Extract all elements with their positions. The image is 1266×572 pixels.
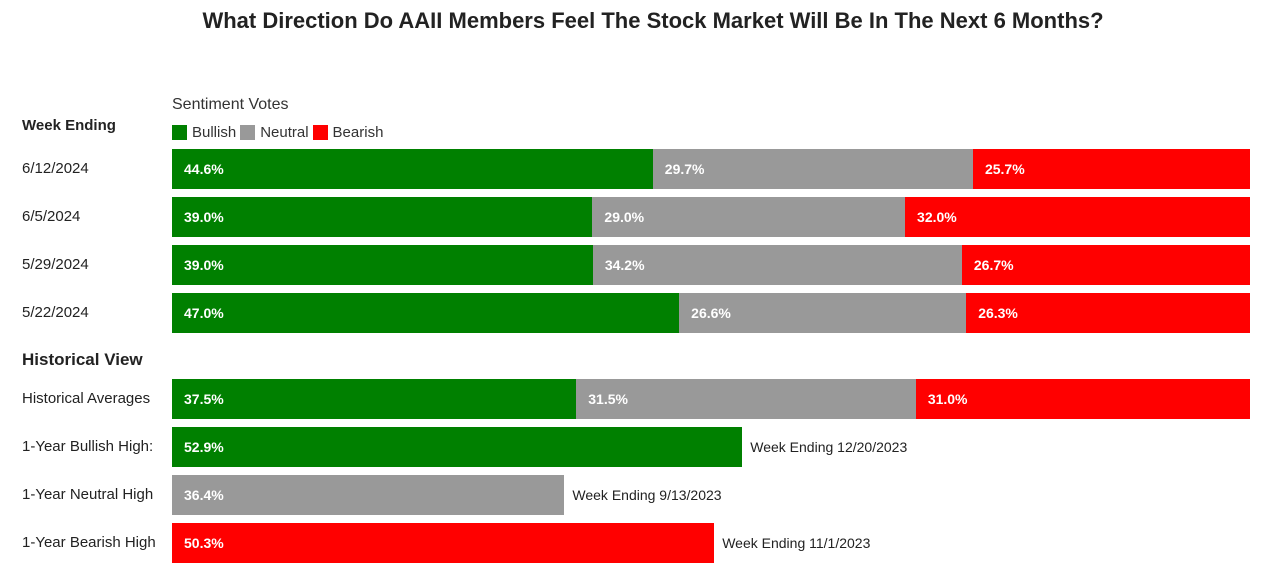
week-row-2-bar-neutral (592, 197, 906, 237)
week-row-1-bar-bearish (972, 149, 1250, 189)
historical-averages-row-value-neutral: 31.5% (588, 391, 628, 407)
historical-averages-row-bar-bearish (915, 379, 1250, 419)
high-row-bullish-bar (172, 427, 743, 467)
week-row-3-bar-bearish (961, 245, 1250, 285)
week-row-3-value-neutral: 34.2% (604, 257, 645, 273)
legend-label-bearish: Bearish (332, 124, 384, 141)
legend-swatch-neutral (240, 125, 256, 140)
high-row-bearish-bar (172, 523, 715, 563)
week-row-2-value-bullish: 39.0% (184, 209, 224, 225)
week-row-1-bar-neutral (652, 149, 973, 189)
high-row-neutral-value: 36.4% (184, 487, 224, 503)
high-row-neutral-label: 1-Year Neutral High (22, 486, 154, 503)
week-row-3-bar-bullish (172, 245, 593, 285)
week-row-2-value-bearish: 32.0% (917, 209, 957, 225)
historical-averages-row-value-bearish: 31.0% (927, 391, 968, 407)
week-row-4-bar-neutral (679, 293, 967, 333)
week-row-4-bar-bearish (966, 293, 1250, 333)
high-row-bearish-label: 1-Year Bearish High (22, 534, 156, 551)
historical-view-header: Historical View (22, 350, 143, 369)
week-row-1-value-bullish: 44.6% (184, 161, 224, 177)
legend-label-bullish: Bullish (192, 124, 237, 141)
week-row-2-bar-bearish (905, 197, 1250, 237)
historical-averages-row-value-bullish: 37.5% (184, 391, 224, 407)
legend-swatch-bearish (312, 125, 328, 140)
high-row-bearish-note: Week Ending 11/1/2023 (722, 535, 871, 551)
week-row-3-value-bearish: 26.7% (973, 257, 1014, 273)
week-row-2-bar-bullish (172, 197, 593, 237)
high-row-bullish-value: 52.9% (184, 439, 224, 455)
historical-averages-row-bar-bullish (172, 379, 577, 419)
week-row-3-value-bullish: 39.0% (184, 257, 224, 273)
legend-item-bullish: Bullish (172, 124, 236, 141)
week-row-3-bar-neutral (592, 245, 962, 285)
week-ending-header: Week Ending (22, 117, 116, 134)
week-row-2-label: 6/5/2024 (22, 208, 81, 225)
legend-title: Sentiment Votes (172, 96, 289, 113)
high-row-neutral-bar (172, 475, 565, 515)
week-row-4-bar-bullish (172, 293, 680, 333)
week-row-3-label: 5/29/2024 (22, 256, 89, 273)
week-row-1-value-bearish: 25.7% (984, 161, 1025, 177)
week-row-1-value-neutral: 29.7% (664, 161, 705, 177)
week-row-4-value-neutral: 26.6% (691, 305, 731, 321)
high-row-bearish-value: 50.3% (184, 535, 224, 551)
high-row-neutral-note: Week Ending 9/13/2023 (572, 487, 722, 503)
week-row-4-value-bearish: 26.3% (978, 305, 1018, 321)
week-row-2-value-neutral: 29.0% (604, 209, 645, 225)
legend-item-bearish: Bearish (312, 124, 384, 141)
legend: Bullish Neutral Bearish (172, 124, 387, 141)
high-row-bullish-note: Week Ending 12/20/2023 (750, 439, 908, 455)
high-row-bullish-label: 1-Year Bullish High: (22, 438, 154, 455)
chart-title: What Direction Do AAII Members Feel The … (202, 8, 1104, 33)
historical-averages-row-bar-neutral (576, 379, 916, 419)
historical-averages-row-label: Historical Averages (22, 390, 151, 407)
legend-label-neutral: Neutral (260, 124, 309, 141)
week-row-1-label: 6/12/2024 (22, 160, 89, 177)
week-row-1-bar-bullish (172, 149, 653, 189)
legend-item-neutral: Neutral (240, 124, 309, 141)
week-row-4-value-bullish: 47.0% (184, 305, 224, 321)
week-row-4-label: 5/22/2024 (22, 304, 89, 321)
legend-swatch-bullish (172, 125, 187, 140)
